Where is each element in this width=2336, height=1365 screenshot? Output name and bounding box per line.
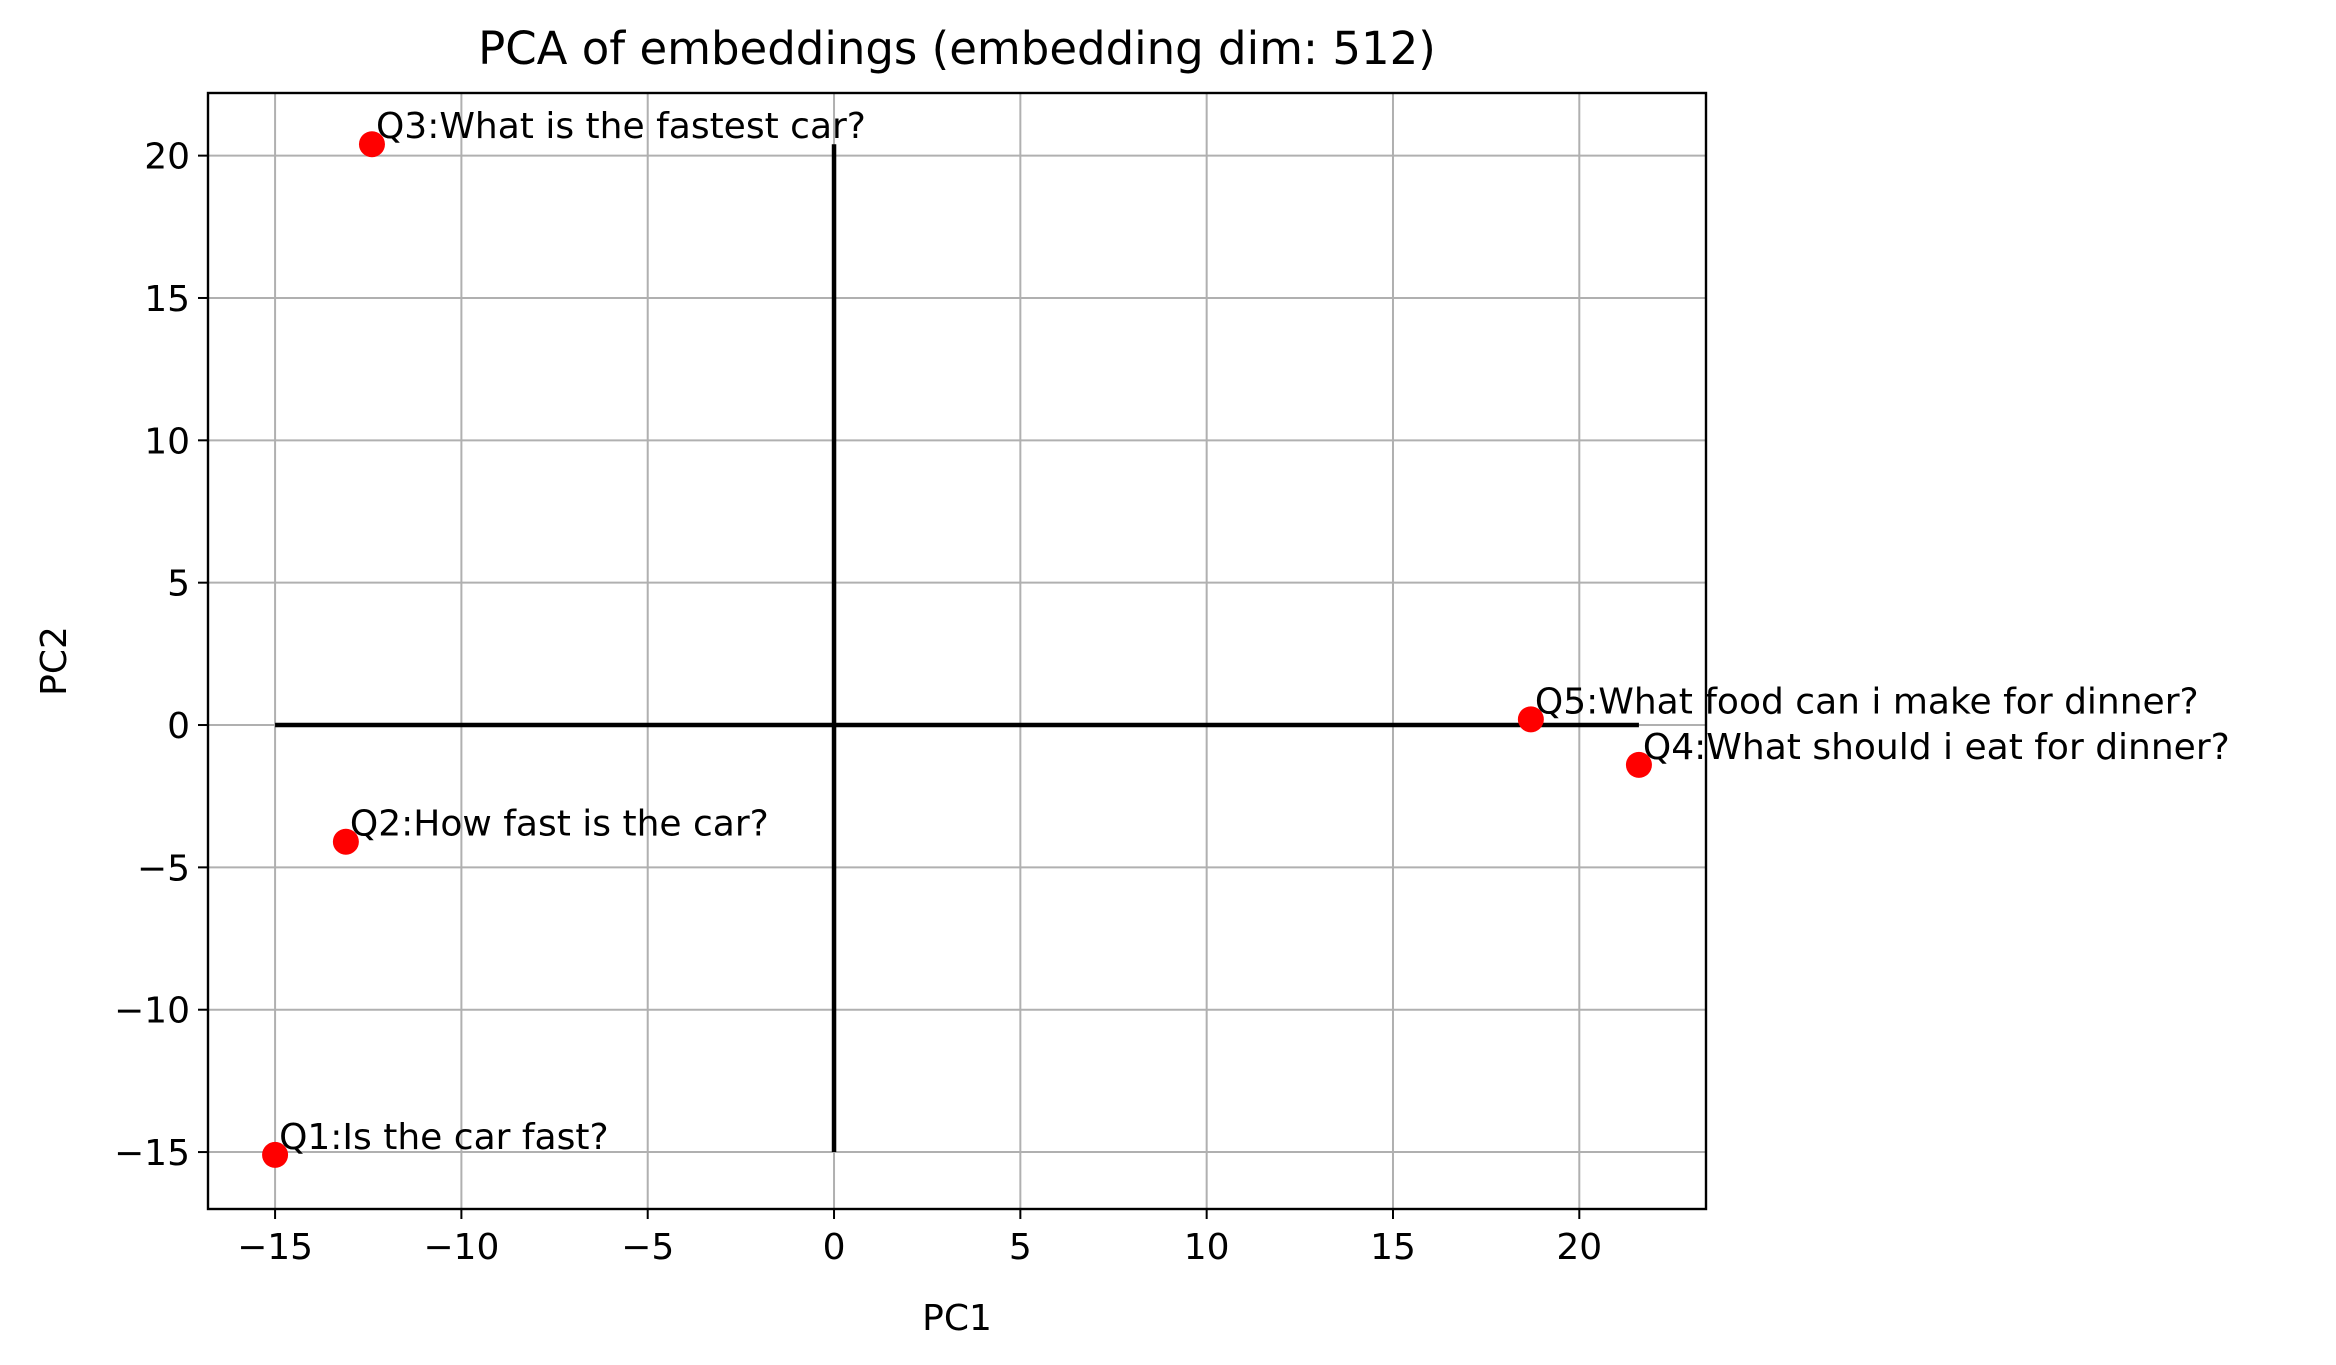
y-tick-label: −10: [114, 991, 190, 1032]
y-tick-label: −15: [114, 1133, 190, 1174]
data-point-1: [262, 1141, 289, 1168]
grid-lines: [208, 93, 1706, 1209]
point-label-5: Q5:What food can i make for dinner?: [1535, 681, 2199, 722]
x-tick-label: 20: [1556, 1227, 1602, 1268]
x-tick-label: 5: [1009, 1227, 1032, 1268]
x-axis-ticks: −15 −10 −5 0 5 10 15 20: [237, 1209, 1602, 1268]
x-axis-label: PC1: [922, 1298, 992, 1339]
y-tick-label: 0: [167, 706, 190, 747]
y-tick-label: 10: [144, 421, 190, 462]
point-label-4: Q4:What should i eat for dinner?: [1643, 727, 2230, 768]
x-tick-label: 15: [1370, 1227, 1416, 1268]
point-label-2: Q2:How fast is the car?: [350, 804, 769, 845]
y-axis-ticks: −15 −10 −5 0 5 10 15 20: [114, 137, 208, 1174]
x-tick-label: −15: [237, 1227, 313, 1268]
data-point-3: [358, 131, 385, 158]
plot-area-frame: [206, 91, 1708, 1211]
reference-lines: [275, 144, 1639, 1153]
chart-title: PCA of embeddings (embedding dim: 512): [478, 22, 1436, 75]
point-label-1: Q1:Is the car fast?: [279, 1117, 609, 1158]
x-tick-label: −10: [423, 1227, 499, 1268]
x-tick-label: 0: [823, 1227, 846, 1268]
y-tick-label: 20: [144, 137, 190, 178]
data-points: Q1:Is the car fast? Q2:How fast is the ca…: [262, 106, 2230, 1168]
point-label-3: Q3:What is the fastest car?: [376, 106, 866, 147]
x-tick-label: −5: [621, 1227, 674, 1268]
data-point-5: [1517, 706, 1544, 733]
y-axis-label: PC2: [34, 626, 75, 696]
data-point-2: [332, 828, 359, 855]
y-tick-label: 15: [144, 279, 190, 320]
y-tick-label: 5: [167, 564, 190, 605]
data-point-4: [1625, 751, 1652, 778]
y-tick-label: −5: [137, 848, 190, 889]
x-tick-label: 10: [1184, 1227, 1230, 1268]
